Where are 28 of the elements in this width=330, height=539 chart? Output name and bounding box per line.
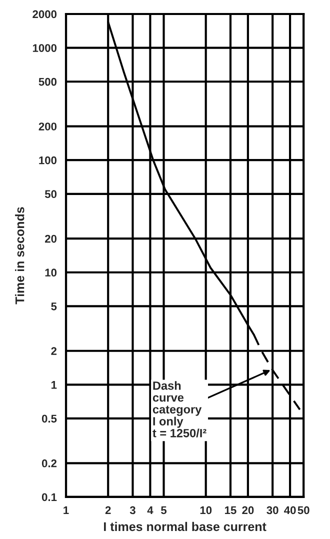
y-tick-label: 10 — [45, 268, 57, 277]
y-tick-label: 500 — [38, 78, 57, 86]
x-tick-label: 5 — [161, 506, 167, 514]
y-tick-label: 100 — [39, 156, 57, 164]
x-tick-label: 40 — [284, 506, 296, 514]
x-tick-label: 10 — [200, 506, 212, 514]
y-tick-label: 0.5 — [42, 414, 57, 423]
y-tick-label: 1 — [51, 381, 57, 389]
y-tick-label: 20 — [45, 234, 57, 243]
y-tick-label: 2 — [51, 347, 57, 355]
y-tick-label: 1000 — [32, 44, 57, 52]
x-tick-label: 2 — [105, 506, 111, 514]
y-tick-label: 2000 — [32, 10, 57, 18]
y-tick-label: 0.1 — [42, 493, 57, 502]
y-axis-title: Time in seconds — [15, 207, 24, 304]
x-tick-label: 15 — [224, 506, 236, 514]
x-tick-label: 30 — [266, 506, 278, 514]
annotation: Dash curve category I only t = 1250/I² — [152, 381, 206, 438]
y-tick-label: 50 — [44, 190, 57, 198]
x-tick-label: 3 — [130, 506, 136, 514]
x-tick-label: 1 — [64, 506, 69, 514]
x-tick-label: 4 — [147, 506, 154, 514]
y-tick-label: 200 — [38, 122, 57, 130]
x-tick-label: 50 — [298, 506, 310, 514]
y-tick-label: 0.2 — [42, 459, 57, 468]
x-tick-label: 20 — [242, 506, 254, 514]
y-tick-label: 5 — [51, 302, 57, 310]
x-axis-title: I times normal base current — [104, 522, 266, 532]
